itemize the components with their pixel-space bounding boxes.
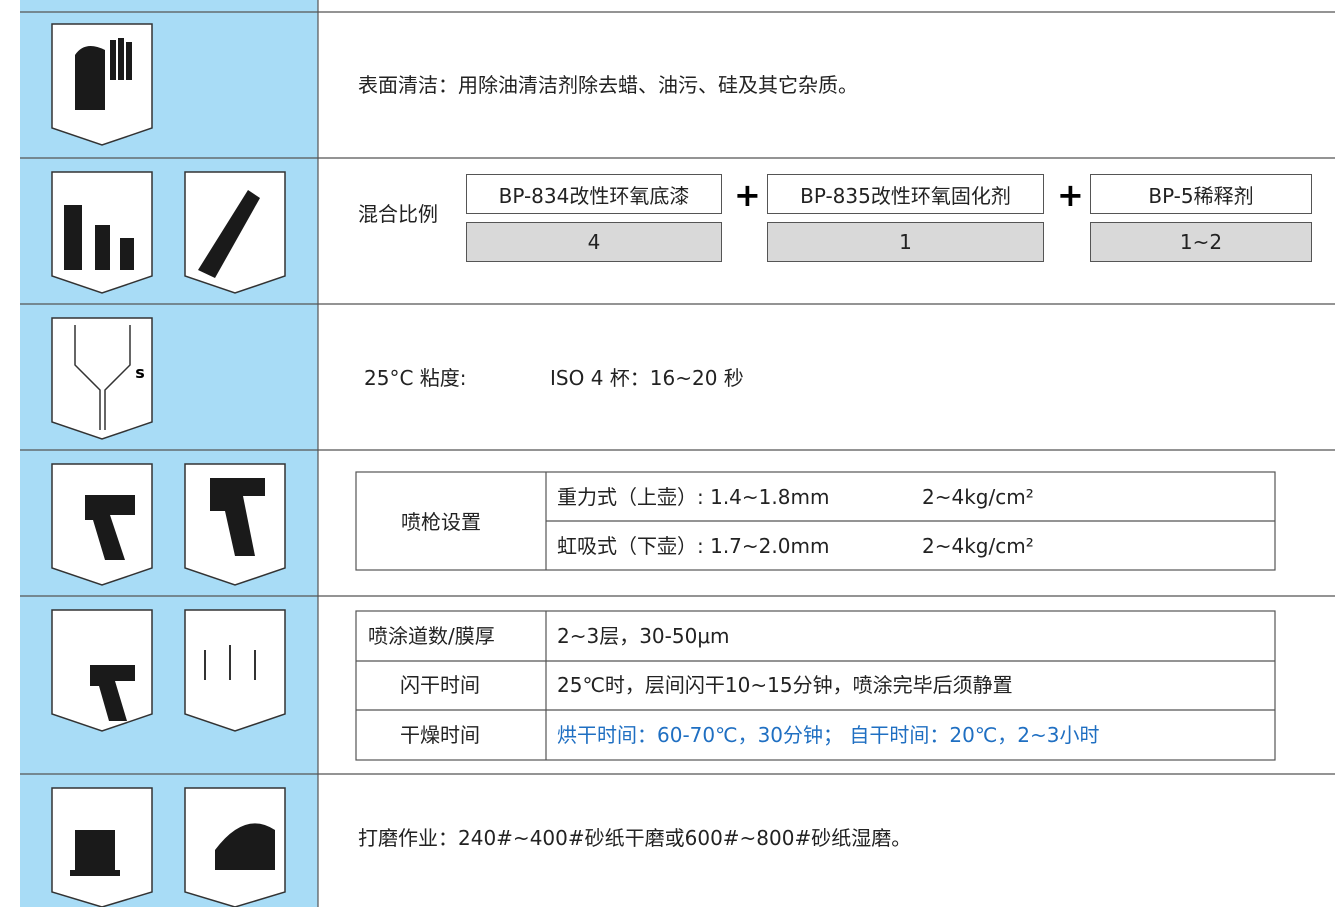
application-value: 烘干时间：60-70℃，30分钟； 自干时间：20℃，2~3小时 bbox=[557, 723, 1100, 747]
svg-text:s: s bbox=[135, 363, 145, 382]
application-value: 2~3层，30-50μm bbox=[557, 624, 730, 648]
application-value: 25℃时，层间闪干10~15分钟，喷涂完毕后须静置 bbox=[557, 673, 1013, 697]
icons: s bbox=[51, 23, 286, 907]
component-ratio: 1 bbox=[767, 222, 1044, 262]
mixing-label: 混合比例 bbox=[358, 202, 438, 226]
gun-setting: 虹吸式（下壶）: 1.7~2.0mm bbox=[557, 534, 830, 558]
gun-setting: 重力式（上壶）: 1.4~1.8mm bbox=[557, 485, 830, 509]
viscosity-label: 25°C 粘度: bbox=[364, 366, 467, 390]
component-name: BP-834改性环氧底漆 bbox=[466, 174, 722, 214]
component-ratio: 4 bbox=[466, 222, 722, 262]
component-name: BP-5稀释剂 bbox=[1090, 174, 1312, 214]
row-lines bbox=[20, 0, 1335, 907]
application-label: 喷涂道数/膜厚 bbox=[368, 624, 495, 648]
gun-pressure: 2~4kg/cm² bbox=[922, 534, 1034, 558]
gun-pressure: 2~4kg/cm² bbox=[922, 485, 1034, 509]
icon-column bbox=[20, 0, 318, 907]
spray-gun-label: 喷枪设置 bbox=[401, 510, 481, 534]
application-label: 闪干时间 bbox=[400, 673, 480, 697]
component-name: BP-835改性环氧固化剂 bbox=[767, 174, 1044, 214]
table-lines bbox=[355, 471, 1276, 761]
application-label: 干燥时间 bbox=[400, 723, 480, 747]
operator: + bbox=[734, 176, 761, 214]
sanding-text: 打磨作业：240#~400#砂纸干磨或600#~800#砂纸湿磨。 bbox=[358, 826, 912, 850]
cleaning-text: 表面清洁：用除油清洁剂除去蜡、油污、硅及其它杂质。 bbox=[358, 73, 858, 97]
viscosity-value: ISO 4 杯：16~20 秒 bbox=[550, 366, 744, 390]
component-ratio: 1~2 bbox=[1090, 222, 1312, 262]
operator: + bbox=[1057, 176, 1084, 214]
